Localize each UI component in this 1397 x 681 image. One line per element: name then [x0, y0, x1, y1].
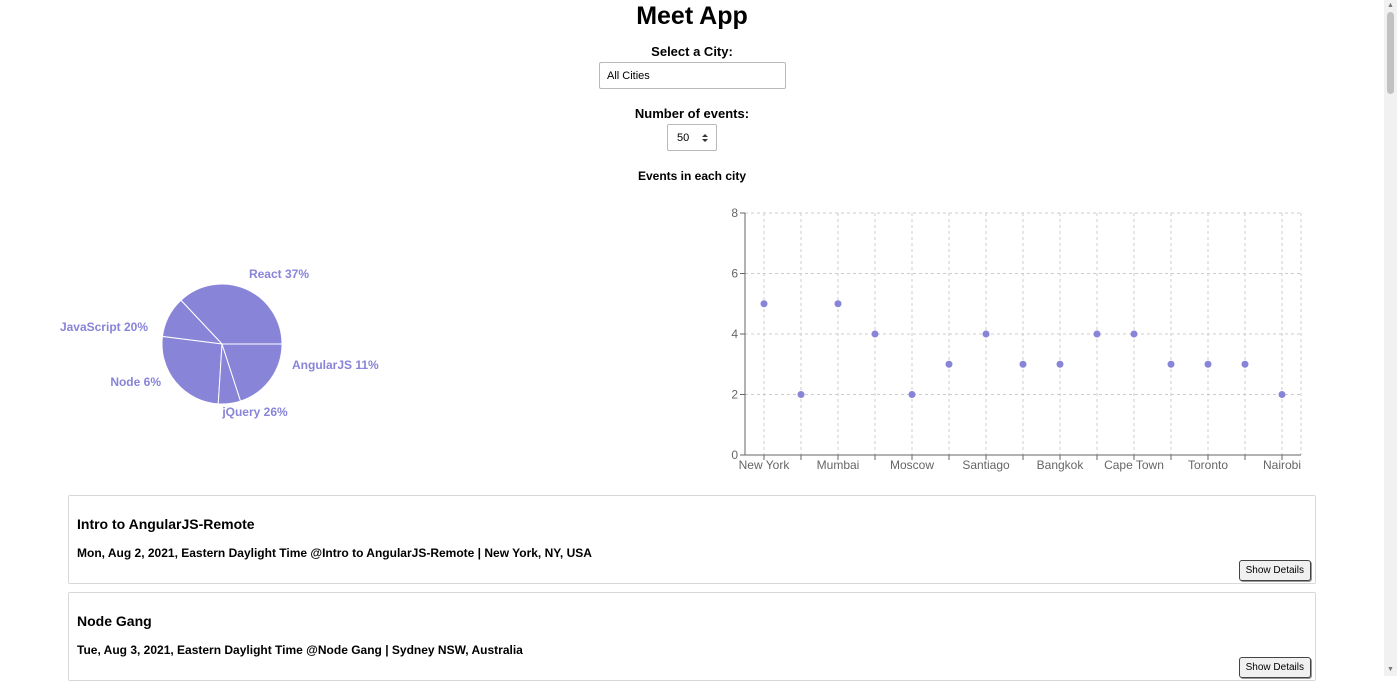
event-title: Node Gang [77, 613, 152, 629]
scatter-point[interactable] [908, 391, 916, 398]
scatter-point[interactable] [1204, 360, 1212, 368]
y-tick-label: 6 [731, 267, 738, 281]
number-of-events-input[interactable]: 50 [667, 124, 717, 151]
scatter-point[interactable] [871, 330, 879, 338]
scatter-point[interactable] [760, 300, 768, 308]
city-scatter-chart: 0 2 4 6 8 New York Mumbai Moscow Santiago Bangkok… [731, 206, 1302, 472]
y-tick-label: 0 [731, 448, 738, 462]
number-of-events-label: Number of events: [634, 106, 750, 121]
event-card: Intro to AngularJS-Remote Mon, Aug 2, 20… [68, 495, 1316, 584]
x-tick-label: Mumbai [817, 458, 860, 472]
event-title: Intro to AngularJS-Remote [77, 516, 255, 532]
y-tick-label: 8 [731, 206, 738, 220]
pie-slice-label: AngularJS 11% [292, 358, 379, 372]
vertical-scrollbar[interactable]: ▲ ▼ [1384, 0, 1397, 676]
pie-slice-label: JavaScript 20% [60, 320, 148, 334]
scatter-point[interactable] [982, 330, 990, 338]
scatter-point[interactable] [1241, 360, 1249, 368]
scatter-point[interactable] [1093, 330, 1101, 338]
scatter-point[interactable] [1019, 360, 1027, 368]
y-tick-label: 2 [731, 388, 738, 402]
y-tick-label: 4 [731, 327, 738, 341]
city-label: Select a City: [651, 44, 733, 59]
x-tick-label: Bangkok [1037, 458, 1085, 472]
number-of-events-value: 50 [677, 132, 690, 144]
show-details-button[interactable]: Show Details [1238, 657, 1311, 678]
scatter-point[interactable] [1278, 391, 1286, 398]
scatter-point[interactable] [945, 360, 953, 368]
app-title: Meet App [636, 2, 748, 30]
x-tick-label: Toronto [1188, 458, 1228, 472]
x-tick-label: Cape Town [1104, 458, 1164, 472]
scatter-point[interactable] [1167, 360, 1175, 368]
city-search-input[interactable] [599, 62, 786, 89]
show-details-button[interactable]: Show Details [1238, 560, 1311, 581]
event-meta: Tue, Aug 3, 2021, Eastern Daylight Time … [77, 643, 523, 657]
genre-pie-chart: React 37% AngularJS 11% jQuery 26% Node 6% J… [60, 267, 379, 419]
x-tick-label: New York [739, 458, 791, 472]
scatter-point[interactable] [797, 391, 805, 398]
pie-slice-label: React 37% [249, 267, 309, 281]
scatter-point[interactable] [834, 300, 842, 308]
scatter-point[interactable] [1130, 330, 1138, 338]
scrollbar-thumb[interactable] [1387, 12, 1394, 94]
scroll-down-icon[interactable]: ▼ [1387, 666, 1394, 673]
chart-heading: Events in each city [637, 169, 747, 183]
scroll-up-icon[interactable]: ▲ [1387, 2, 1394, 9]
pie-slice [161, 335, 223, 405]
spinner-arrows-icon[interactable] [701, 133, 709, 143]
x-tick-label: Moscow [890, 458, 934, 472]
x-tick-label: Nairobi [1263, 458, 1301, 472]
x-tick-label: Santiago [962, 458, 1010, 472]
pie-slice-label: Node 6% [110, 375, 161, 389]
pie-slice [180, 283, 283, 345]
scatter-point[interactable] [1056, 360, 1064, 368]
event-card: Node Gang Tue, Aug 3, 2021, Eastern Dayl… [68, 592, 1316, 681]
pie-slice-label: jQuery 26% [221, 405, 288, 419]
pie-slice [221, 343, 283, 402]
event-meta: Mon, Aug 2, 2021, Eastern Daylight Time … [77, 546, 592, 560]
